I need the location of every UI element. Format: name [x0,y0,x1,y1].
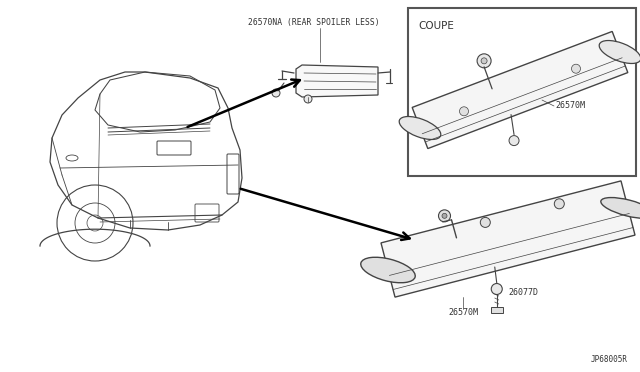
Circle shape [304,95,312,103]
Ellipse shape [601,198,640,218]
Circle shape [442,214,447,218]
Circle shape [481,58,487,64]
Circle shape [272,89,280,97]
Text: COUPE: COUPE [418,21,454,31]
Circle shape [460,107,468,116]
Ellipse shape [361,257,415,283]
Text: JP68005R: JP68005R [591,356,628,365]
Circle shape [572,64,580,73]
Text: 26570M: 26570M [555,100,585,109]
Ellipse shape [399,116,441,140]
Polygon shape [381,181,635,297]
Circle shape [492,283,502,295]
Bar [408,8,636,176]
Text: 26570M: 26570M [448,308,478,317]
Text: 26077D: 26077D [509,288,539,296]
Polygon shape [412,32,628,148]
Polygon shape [296,65,378,97]
Ellipse shape [599,41,640,64]
Polygon shape [491,307,503,313]
Circle shape [477,54,491,68]
Circle shape [480,217,490,227]
Text: 26570NA (REAR SPOILER LESS): 26570NA (REAR SPOILER LESS) [248,17,380,26]
Circle shape [509,135,519,145]
Circle shape [554,199,564,209]
Circle shape [438,210,451,222]
